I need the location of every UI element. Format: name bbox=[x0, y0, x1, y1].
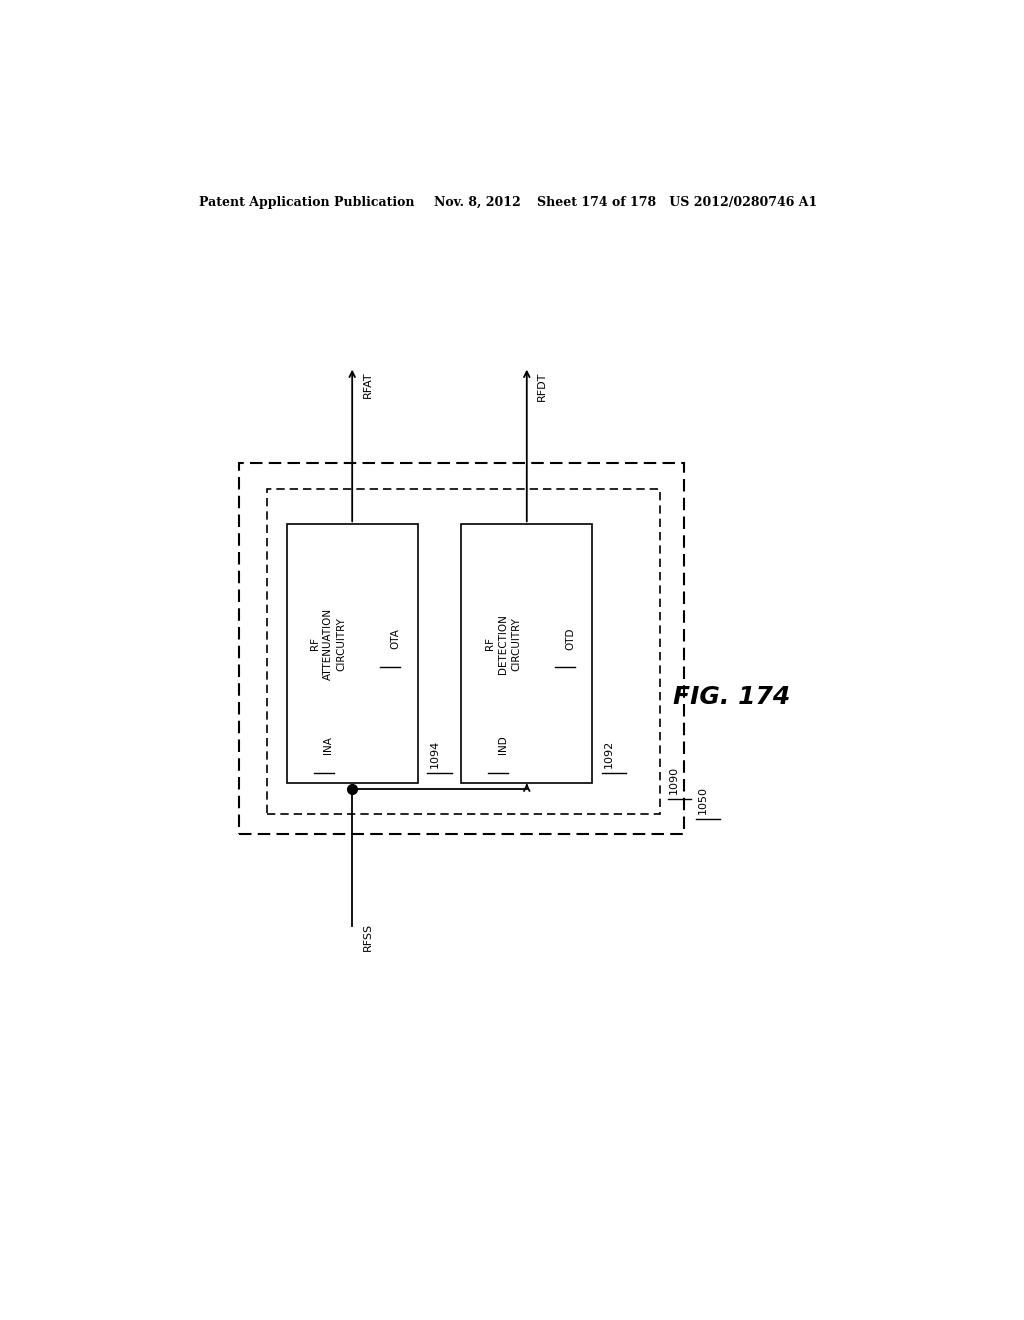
Bar bbox=[461, 524, 592, 784]
Text: 1094: 1094 bbox=[430, 741, 439, 768]
Bar bbox=[287, 524, 418, 784]
Text: 1092: 1092 bbox=[604, 741, 614, 768]
Text: 1090: 1090 bbox=[670, 766, 679, 793]
Text: RFAT: RFAT bbox=[362, 372, 373, 399]
Text: RF
ATTENUATION
CIRCUITRY: RF ATTENUATION CIRCUITRY bbox=[310, 607, 346, 680]
Text: Nov. 8, 2012: Nov. 8, 2012 bbox=[433, 197, 520, 209]
Text: Sheet 174 of 178   US 2012/0280746 A1: Sheet 174 of 178 US 2012/0280746 A1 bbox=[537, 197, 817, 209]
Text: IND: IND bbox=[498, 735, 508, 754]
Text: RFSS: RFSS bbox=[362, 923, 373, 950]
Text: INA: INA bbox=[324, 737, 334, 754]
Bar bbox=[267, 488, 659, 814]
Bar bbox=[240, 463, 684, 834]
Text: Patent Application Publication: Patent Application Publication bbox=[200, 197, 415, 209]
Text: FIG. 174: FIG. 174 bbox=[673, 685, 790, 709]
Text: OTA: OTA bbox=[391, 628, 400, 649]
Text: RFDT: RFDT bbox=[538, 372, 547, 401]
Text: RF
DETECTION
CIRCUITRY: RF DETECTION CIRCUITRY bbox=[484, 614, 521, 673]
Text: 1050: 1050 bbox=[697, 785, 708, 814]
Text: OTD: OTD bbox=[565, 627, 575, 649]
